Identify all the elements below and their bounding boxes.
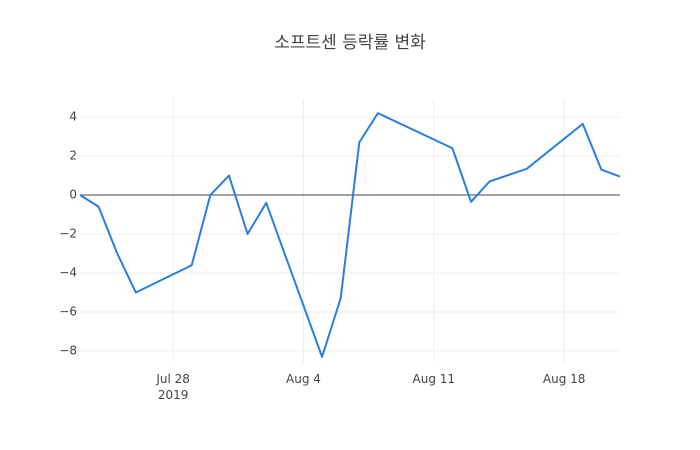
y-tick-label: −2	[59, 227, 77, 241]
y-tick-label: 0	[69, 188, 77, 202]
y-tick-label: −6	[59, 305, 77, 319]
y-tick-label: 4	[69, 110, 77, 124]
y-tick-label: −4	[59, 266, 77, 280]
y-tick-label: −8	[59, 344, 77, 358]
y-tick-label: 2	[69, 149, 77, 163]
x-tick-label: Jul 28	[155, 372, 190, 386]
x-tick-label: Aug 4	[286, 372, 321, 386]
x-tick-label: Aug 18	[543, 372, 586, 386]
x-tick-label: Aug 11	[413, 372, 456, 386]
x-tick-sublabel: 2019	[158, 388, 189, 402]
data-line	[79, 112, 621, 358]
chart-title: 소프트센 등락률 변화	[274, 33, 426, 53]
